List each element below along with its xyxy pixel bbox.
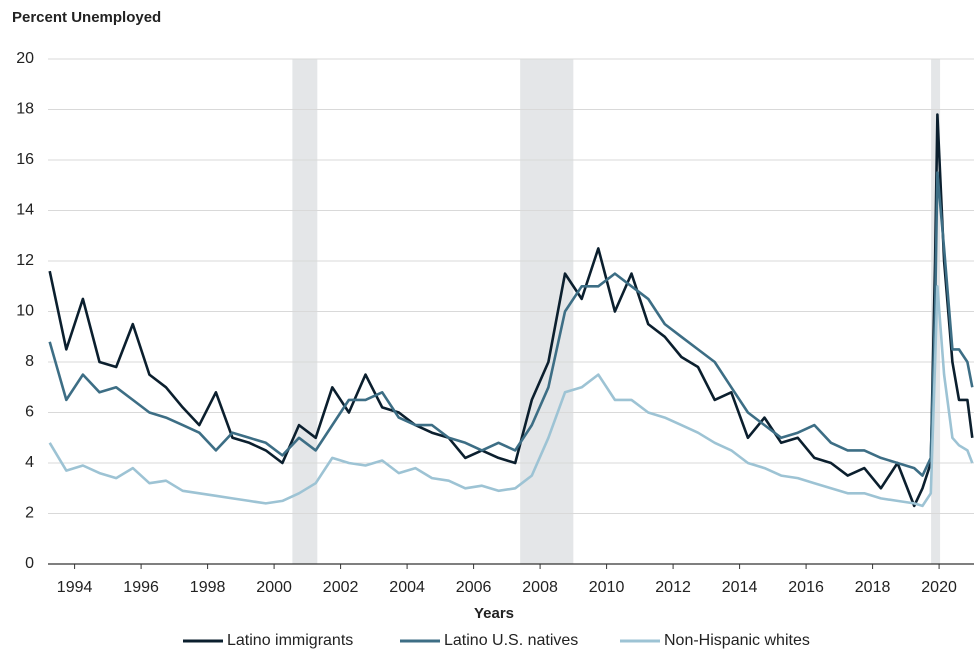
- x-tick-label: 2020: [921, 579, 957, 596]
- y-tick-label: 14: [16, 202, 34, 219]
- y-tick-label: 16: [16, 151, 34, 168]
- y-tick-label: 18: [16, 101, 34, 118]
- x-tick-label: 2014: [722, 579, 758, 596]
- y-tick-label: 12: [16, 252, 34, 269]
- x-tick-label: 2012: [655, 579, 691, 596]
- y-tick-label: 20: [16, 50, 34, 67]
- y-tick-label: 6: [25, 404, 34, 421]
- y-tick-label: 2: [25, 505, 34, 522]
- x-tick-label: 2004: [389, 579, 425, 596]
- x-tick-label: 2000: [256, 579, 292, 596]
- series-line: [48, 285, 974, 508]
- legend-label: Latino U.S. natives: [444, 632, 578, 649]
- x-axis-title: Years: [474, 605, 514, 622]
- x-tick-label: 2010: [589, 579, 625, 596]
- x-tick-label: 2002: [323, 579, 359, 596]
- x-tick-label: 1998: [190, 579, 226, 596]
- y-tick-label: 0: [25, 555, 34, 572]
- y-tick-label: 4: [25, 454, 34, 471]
- x-tick-label: 2006: [456, 579, 492, 596]
- legend-label: Latino immigrants: [227, 632, 353, 649]
- series-line: [48, 171, 974, 477]
- series-line: [48, 113, 974, 508]
- x-tick-label: 2016: [788, 579, 824, 596]
- y-tick-label: 10: [16, 303, 34, 320]
- x-tick-label: 2008: [522, 579, 558, 596]
- x-tick-label: 2018: [855, 579, 891, 596]
- x-tick-label: 1996: [123, 579, 159, 596]
- y-axis-title: Percent Unemployed: [12, 9, 161, 26]
- y-tick-label: 8: [25, 353, 34, 370]
- x-tick-label: 1994: [57, 579, 93, 596]
- legend-label: Non-Hispanic whites: [664, 632, 810, 649]
